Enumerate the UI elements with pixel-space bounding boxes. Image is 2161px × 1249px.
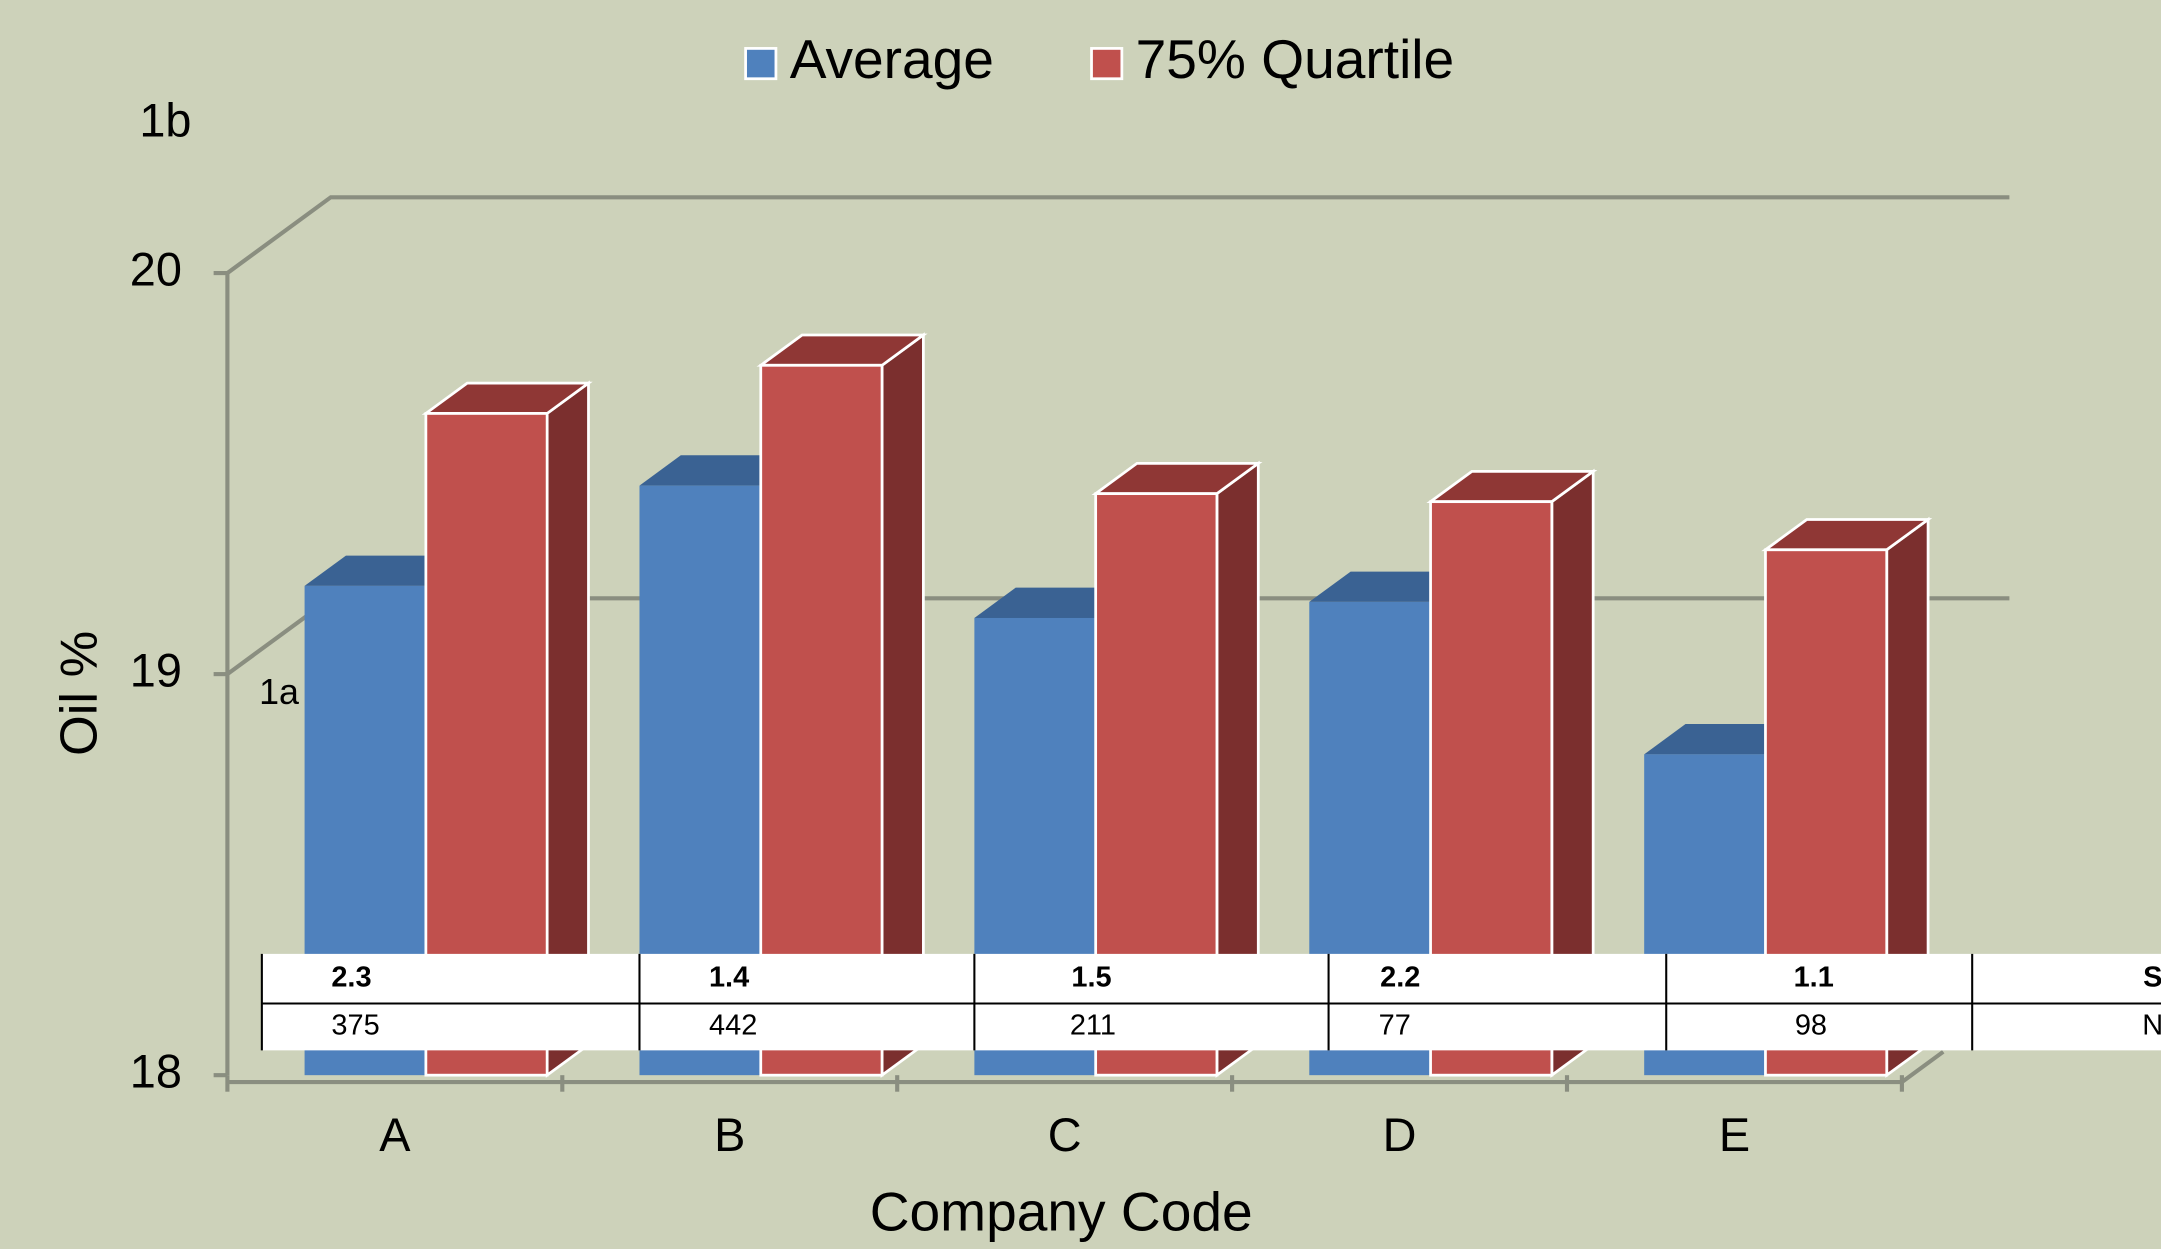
table-cell: 77 [1379, 1010, 1411, 1042]
table-cell: 2.3 [331, 961, 371, 993]
table-cell: 98 [1795, 1010, 1827, 1042]
y-tick-label: 18 [130, 1046, 182, 1098]
annotation: 1a [259, 672, 299, 712]
table-background [261, 953, 2161, 1051]
legend-swatch [1090, 47, 1124, 81]
table-cell: 1.1 [1794, 961, 1834, 993]
y-tick-label: 19 [130, 644, 182, 696]
x-tick-label: D [1383, 1109, 1417, 1161]
legend-label: Average [790, 28, 994, 90]
x-tick-label: A [379, 1109, 411, 1161]
x-tick-label: C [1048, 1109, 1082, 1161]
table-cell: 375 [331, 1010, 379, 1042]
table-cell: 211 [1070, 1010, 1116, 1042]
table-cell: 1.4 [709, 961, 749, 993]
grid-line [226, 195, 2010, 275]
table-cell: S [2143, 961, 2161, 993]
table-cell: 442 [709, 1010, 757, 1042]
x-tick-label: E [1719, 1109, 1750, 1161]
x-tick-label: B [714, 1109, 745, 1161]
annotation: 1b [139, 95, 191, 147]
y-tick-label: 20 [130, 243, 182, 295]
x-axis-title: Company Code [870, 1180, 1253, 1242]
y-axis-title: Oil % [51, 631, 109, 756]
table-cell: N [2142, 1010, 2161, 1042]
legend-swatch [744, 47, 778, 81]
legend-label: 75% Quartile [1136, 28, 1455, 90]
table-cell: 2.2 [1380, 961, 1420, 993]
table-cell: 1.5 [1071, 961, 1111, 993]
